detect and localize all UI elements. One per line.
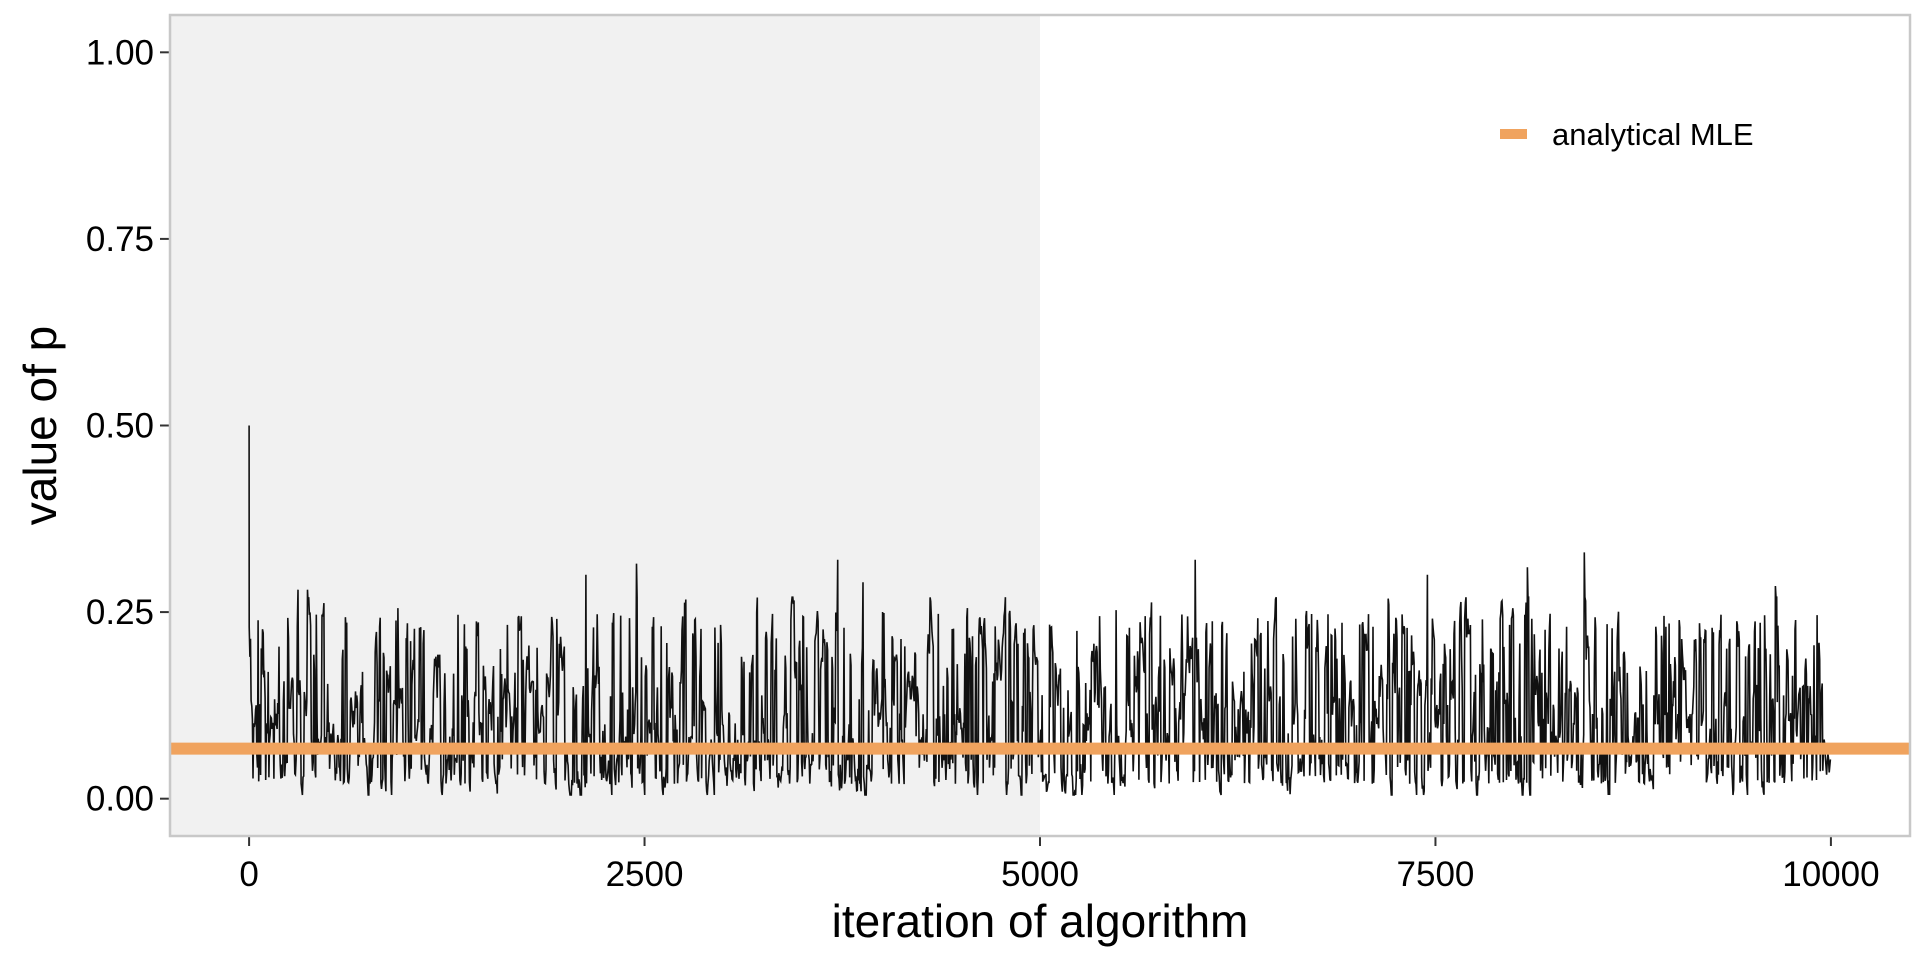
y-axis-title: value of p	[14, 326, 66, 525]
x-tick-label: 0	[239, 855, 258, 894]
x-axis: 0 2500 5000 7500 10000	[239, 836, 1880, 894]
x-tick-label: 7500	[1397, 855, 1475, 894]
legend: analytical MLE	[1500, 117, 1754, 152]
x-axis-title: iteration of algorithm	[832, 895, 1249, 947]
y-tick-label: 0.00	[86, 780, 154, 819]
x-tick-label: 2500	[606, 855, 684, 894]
trace-line	[248, 425, 1832, 796]
x-tick-label: 5000	[1001, 855, 1079, 894]
y-tick-label: 0.25	[86, 593, 154, 632]
y-axis: 0.00 0.25 0.50 0.75 1.00	[86, 33, 170, 819]
legend-label-mle: analytical MLE	[1552, 117, 1754, 152]
y-tick-label: 1.00	[86, 33, 154, 72]
plot-panel-border	[168, 13, 1912, 838]
x-tick-label: 10000	[1782, 855, 1879, 894]
y-tick-label: 0.50	[86, 407, 154, 446]
y-tick-label: 0.75	[86, 220, 154, 259]
